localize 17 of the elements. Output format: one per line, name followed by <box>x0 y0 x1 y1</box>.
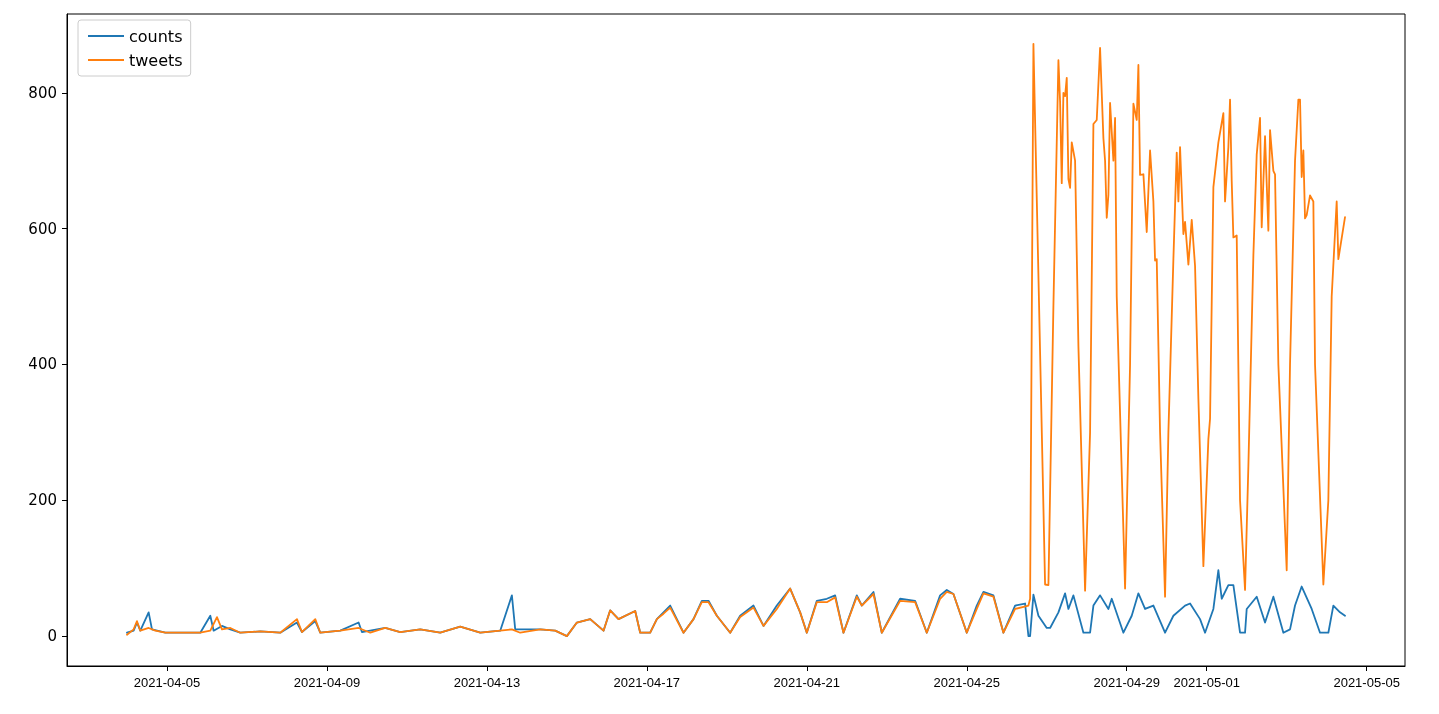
y-tick-label: 600 <box>28 219 57 238</box>
x-tick-label: 2021-04-09 <box>293 675 361 690</box>
y-tick-label: 0 <box>47 627 57 646</box>
x-tick-label: 2021-04-17 <box>613 675 681 690</box>
y-tick-label: 200 <box>28 491 57 510</box>
x-tick-label: 2021-04-13 <box>453 675 521 690</box>
x-tick-label: 2021-04-05 <box>133 675 201 690</box>
y-tick-label: 400 <box>28 355 57 374</box>
line-series <box>126 42 1346 638</box>
x-tick-label: 2021-04-25 <box>933 675 1001 690</box>
x-tick-label: 2021-04-29 <box>1093 675 1160 690</box>
x-tick-label: 2021-05-05 <box>1333 675 1400 690</box>
legend-label: counts <box>129 26 183 46</box>
y-tick-label: 800 <box>28 83 57 102</box>
x-tick-label: 2021-05-01 <box>1173 675 1240 690</box>
x-tick-label: 2021-04-21 <box>773 675 841 690</box>
legend-label: tweets <box>129 50 183 70</box>
